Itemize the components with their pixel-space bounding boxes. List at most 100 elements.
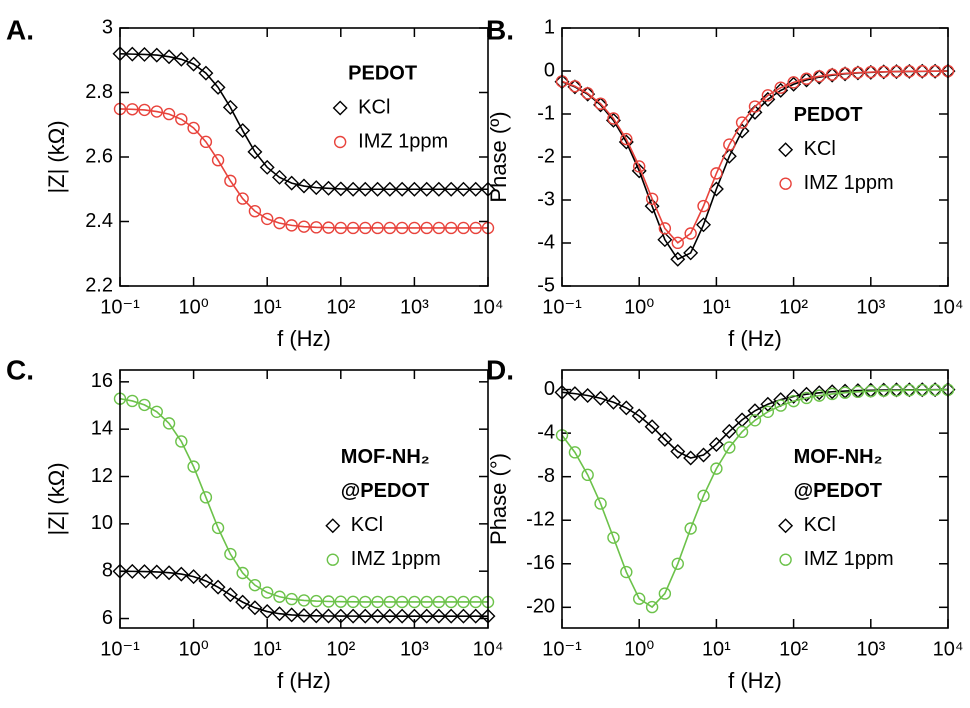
marker xyxy=(333,135,347,149)
x-tick-label: 10⁰ xyxy=(624,296,654,318)
marker xyxy=(236,192,249,205)
y-tick-label: -5 xyxy=(537,274,555,296)
marker xyxy=(863,64,879,80)
marker xyxy=(333,608,349,624)
marker xyxy=(710,462,723,475)
legend-title: @PEDOT xyxy=(794,480,882,502)
marker xyxy=(247,600,263,616)
marker xyxy=(370,181,386,197)
marker xyxy=(150,105,163,118)
marker xyxy=(594,497,607,510)
marker xyxy=(186,569,202,585)
marker xyxy=(696,217,712,233)
marker xyxy=(864,385,877,398)
marker xyxy=(175,113,188,126)
marker xyxy=(235,123,251,139)
marker xyxy=(333,181,349,197)
marker xyxy=(620,132,633,146)
x-tick-label: 10⁻¹ xyxy=(100,638,140,660)
marker xyxy=(420,595,433,609)
marker xyxy=(774,399,787,412)
marker xyxy=(787,394,800,408)
marker xyxy=(210,579,226,595)
marker xyxy=(199,491,213,504)
x-tick-label: 10³ xyxy=(856,638,885,660)
marker xyxy=(408,595,421,609)
y-tick-label: -12 xyxy=(526,509,555,531)
marker xyxy=(683,450,699,466)
x-tick-label: 10³ xyxy=(400,638,429,660)
marker xyxy=(811,385,827,401)
y-tick-label: 1 xyxy=(544,16,555,38)
marker xyxy=(850,65,866,81)
marker xyxy=(800,391,813,405)
marker xyxy=(198,65,214,81)
y-tick-label: 12 xyxy=(91,465,113,487)
marker xyxy=(420,221,433,235)
y-tick-label: 8 xyxy=(102,559,113,581)
y-tick-label: 2.2 xyxy=(85,274,113,296)
marker xyxy=(235,594,251,610)
marker xyxy=(332,100,348,116)
marker xyxy=(813,389,826,402)
legend-title: MOF-NH₂ xyxy=(794,446,883,468)
marker xyxy=(710,167,723,180)
marker xyxy=(928,383,942,397)
marker xyxy=(284,175,300,191)
marker xyxy=(761,89,775,102)
marker xyxy=(138,103,151,117)
marker xyxy=(359,221,372,235)
x-axis-label: f (Hz) xyxy=(728,668,782,693)
y-tick-label: 10 xyxy=(91,512,113,534)
marker xyxy=(670,251,686,267)
marker xyxy=(222,99,238,115)
marker xyxy=(658,222,672,235)
marker xyxy=(645,192,659,205)
marker xyxy=(455,608,471,624)
marker xyxy=(607,531,620,544)
legend-label: IMZ 1ppm xyxy=(351,548,441,570)
y-tick-label: -1 xyxy=(537,102,555,124)
marker xyxy=(431,181,447,197)
marker xyxy=(786,388,802,404)
y-tick-label: 0 xyxy=(544,378,555,400)
marker xyxy=(136,46,152,62)
marker xyxy=(455,181,471,197)
marker xyxy=(633,592,646,605)
marker xyxy=(644,198,660,214)
x-tick-label: 10² xyxy=(779,296,808,318)
marker xyxy=(310,221,323,234)
y-tick-label: 14 xyxy=(91,417,113,439)
plot-frame xyxy=(119,369,489,629)
marker xyxy=(838,386,852,399)
marker xyxy=(605,394,621,410)
y-tick-label: -8 xyxy=(537,465,555,487)
y-tick-label: 2.4 xyxy=(85,210,113,232)
marker xyxy=(838,67,852,80)
marker xyxy=(186,56,202,72)
marker xyxy=(697,489,710,503)
x-tick-label: 10² xyxy=(326,296,355,318)
marker xyxy=(443,181,459,197)
marker xyxy=(310,594,323,608)
marker xyxy=(747,403,763,419)
marker xyxy=(259,604,275,620)
marker xyxy=(658,587,672,600)
y-tick-label: 2.8 xyxy=(85,81,113,103)
marker xyxy=(272,169,288,185)
marker xyxy=(851,385,865,399)
marker xyxy=(308,608,324,624)
marker xyxy=(580,86,596,102)
y-tick-label: 2.6 xyxy=(85,145,113,167)
x-tick-label: 10⁴ xyxy=(933,638,964,660)
marker xyxy=(150,405,163,419)
marker xyxy=(395,221,409,235)
marker xyxy=(457,595,470,609)
marker xyxy=(890,384,903,397)
marker xyxy=(285,219,298,232)
marker xyxy=(199,135,213,149)
marker xyxy=(876,64,892,80)
marker xyxy=(296,178,312,194)
x-tick-label: 10⁴ xyxy=(473,638,504,660)
marker xyxy=(774,81,787,94)
